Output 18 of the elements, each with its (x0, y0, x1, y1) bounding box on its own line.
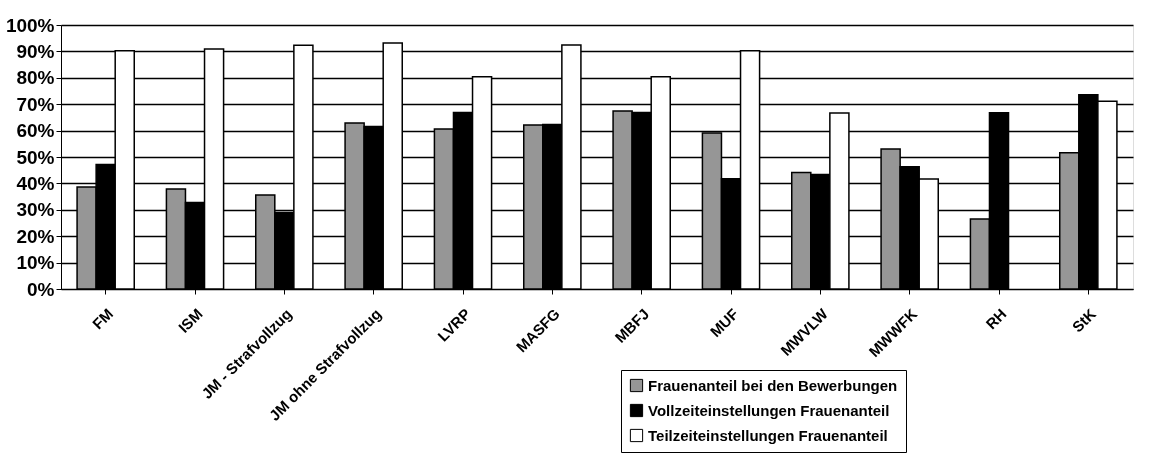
x-tick-label: RH (982, 305, 1010, 333)
y-tick-label: 90% (16, 40, 55, 62)
x-tick-label: StK (1068, 304, 1100, 336)
legend-label: Teilzeiteinstellungen Frauenanteil (648, 426, 888, 444)
y-tick-label: 10% (16, 252, 55, 274)
legend-label: Vollzeiteinstellungen Frauenanteil (648, 401, 890, 419)
y-tick-label: 70% (16, 93, 55, 115)
y-tick-label: 100% (5, 14, 55, 36)
y-tick-label: 80% (16, 67, 55, 89)
y-tick-label: 0% (27, 278, 55, 300)
y-tick-label: 30% (16, 199, 55, 221)
y-tick-label: 20% (16, 225, 55, 247)
x-tick-label: ISM (174, 305, 206, 336)
y-tick-label: 50% (16, 146, 55, 168)
x-tick-label: FM (88, 305, 117, 333)
y-tick-label: 60% (16, 120, 55, 142)
legend-label: Frauenanteil bei den Bewerbungen (648, 376, 898, 394)
y-tick-label: 40% (16, 172, 55, 194)
